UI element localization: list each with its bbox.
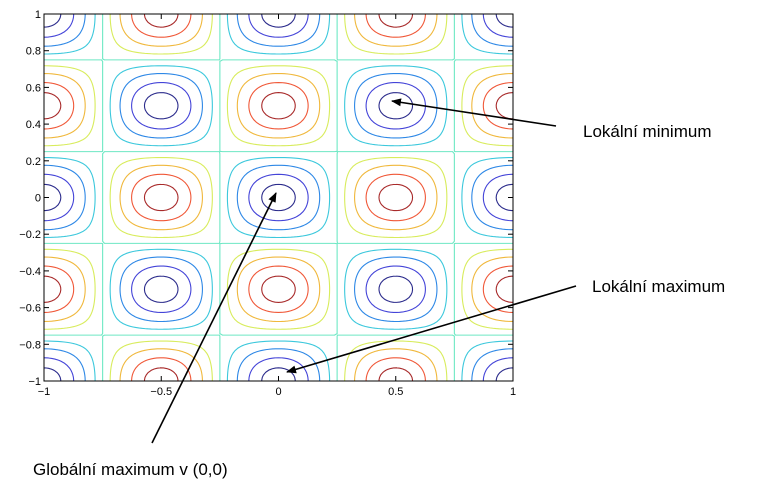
y-tick-label: 0.6 bbox=[26, 82, 41, 94]
label-local-minimum: Lokální minimum bbox=[583, 122, 712, 141]
label-global-maximum: Globální maximum v (0,0) bbox=[33, 460, 228, 479]
y-tick-label: −0.6 bbox=[19, 303, 41, 315]
contour-lines bbox=[44, 14, 513, 381]
y-tick-label: 1 bbox=[35, 9, 41, 21]
contour-level-7 bbox=[44, 14, 513, 381]
contour-level-4 bbox=[44, 14, 513, 381]
arrow-local-minimum bbox=[391, 98, 557, 127]
arrow-global-maximum bbox=[151, 192, 277, 444]
y-tick-label: −1 bbox=[28, 376, 41, 388]
y-tick-label: 0.2 bbox=[26, 156, 41, 168]
arrow-local-maximum bbox=[286, 285, 577, 374]
contour-level-0 bbox=[44, 14, 513, 381]
label-local-maximum: Lokální maximum bbox=[592, 277, 725, 296]
y-tick-label: 0.8 bbox=[26, 46, 41, 58]
x-tick-label: −0.5 bbox=[150, 386, 172, 398]
contour-level-6 bbox=[44, 14, 513, 381]
contour-level-2 bbox=[44, 14, 513, 381]
contour-level-3 bbox=[44, 14, 513, 381]
y-tick-label: 0.4 bbox=[26, 119, 41, 131]
contour-level-8 bbox=[44, 14, 513, 381]
y-axis: 1 0.8 0.6 0.4 0.2 0 −0.2 −0.4 −0.6 −0.8 −1 bbox=[19, 9, 513, 388]
y-tick-label: 0 bbox=[35, 193, 41, 205]
y-tick-label: −0.4 bbox=[19, 266, 41, 278]
x-tick-label: 1 bbox=[510, 386, 516, 398]
x-axis: −1 −0.5 0 0.5 1 bbox=[38, 14, 516, 398]
x-tick-label: 0.5 bbox=[388, 386, 403, 398]
x-tick-label: 0 bbox=[275, 386, 281, 398]
y-tick-label: −0.2 bbox=[19, 229, 41, 241]
annotations: Lokální minimum Lokální maximum Globální… bbox=[33, 98, 725, 479]
x-tick-label: −1 bbox=[38, 386, 51, 398]
contour-level-5 bbox=[44, 14, 513, 381]
y-tick-label: −0.8 bbox=[19, 339, 41, 351]
contour-level-1 bbox=[44, 14, 513, 381]
